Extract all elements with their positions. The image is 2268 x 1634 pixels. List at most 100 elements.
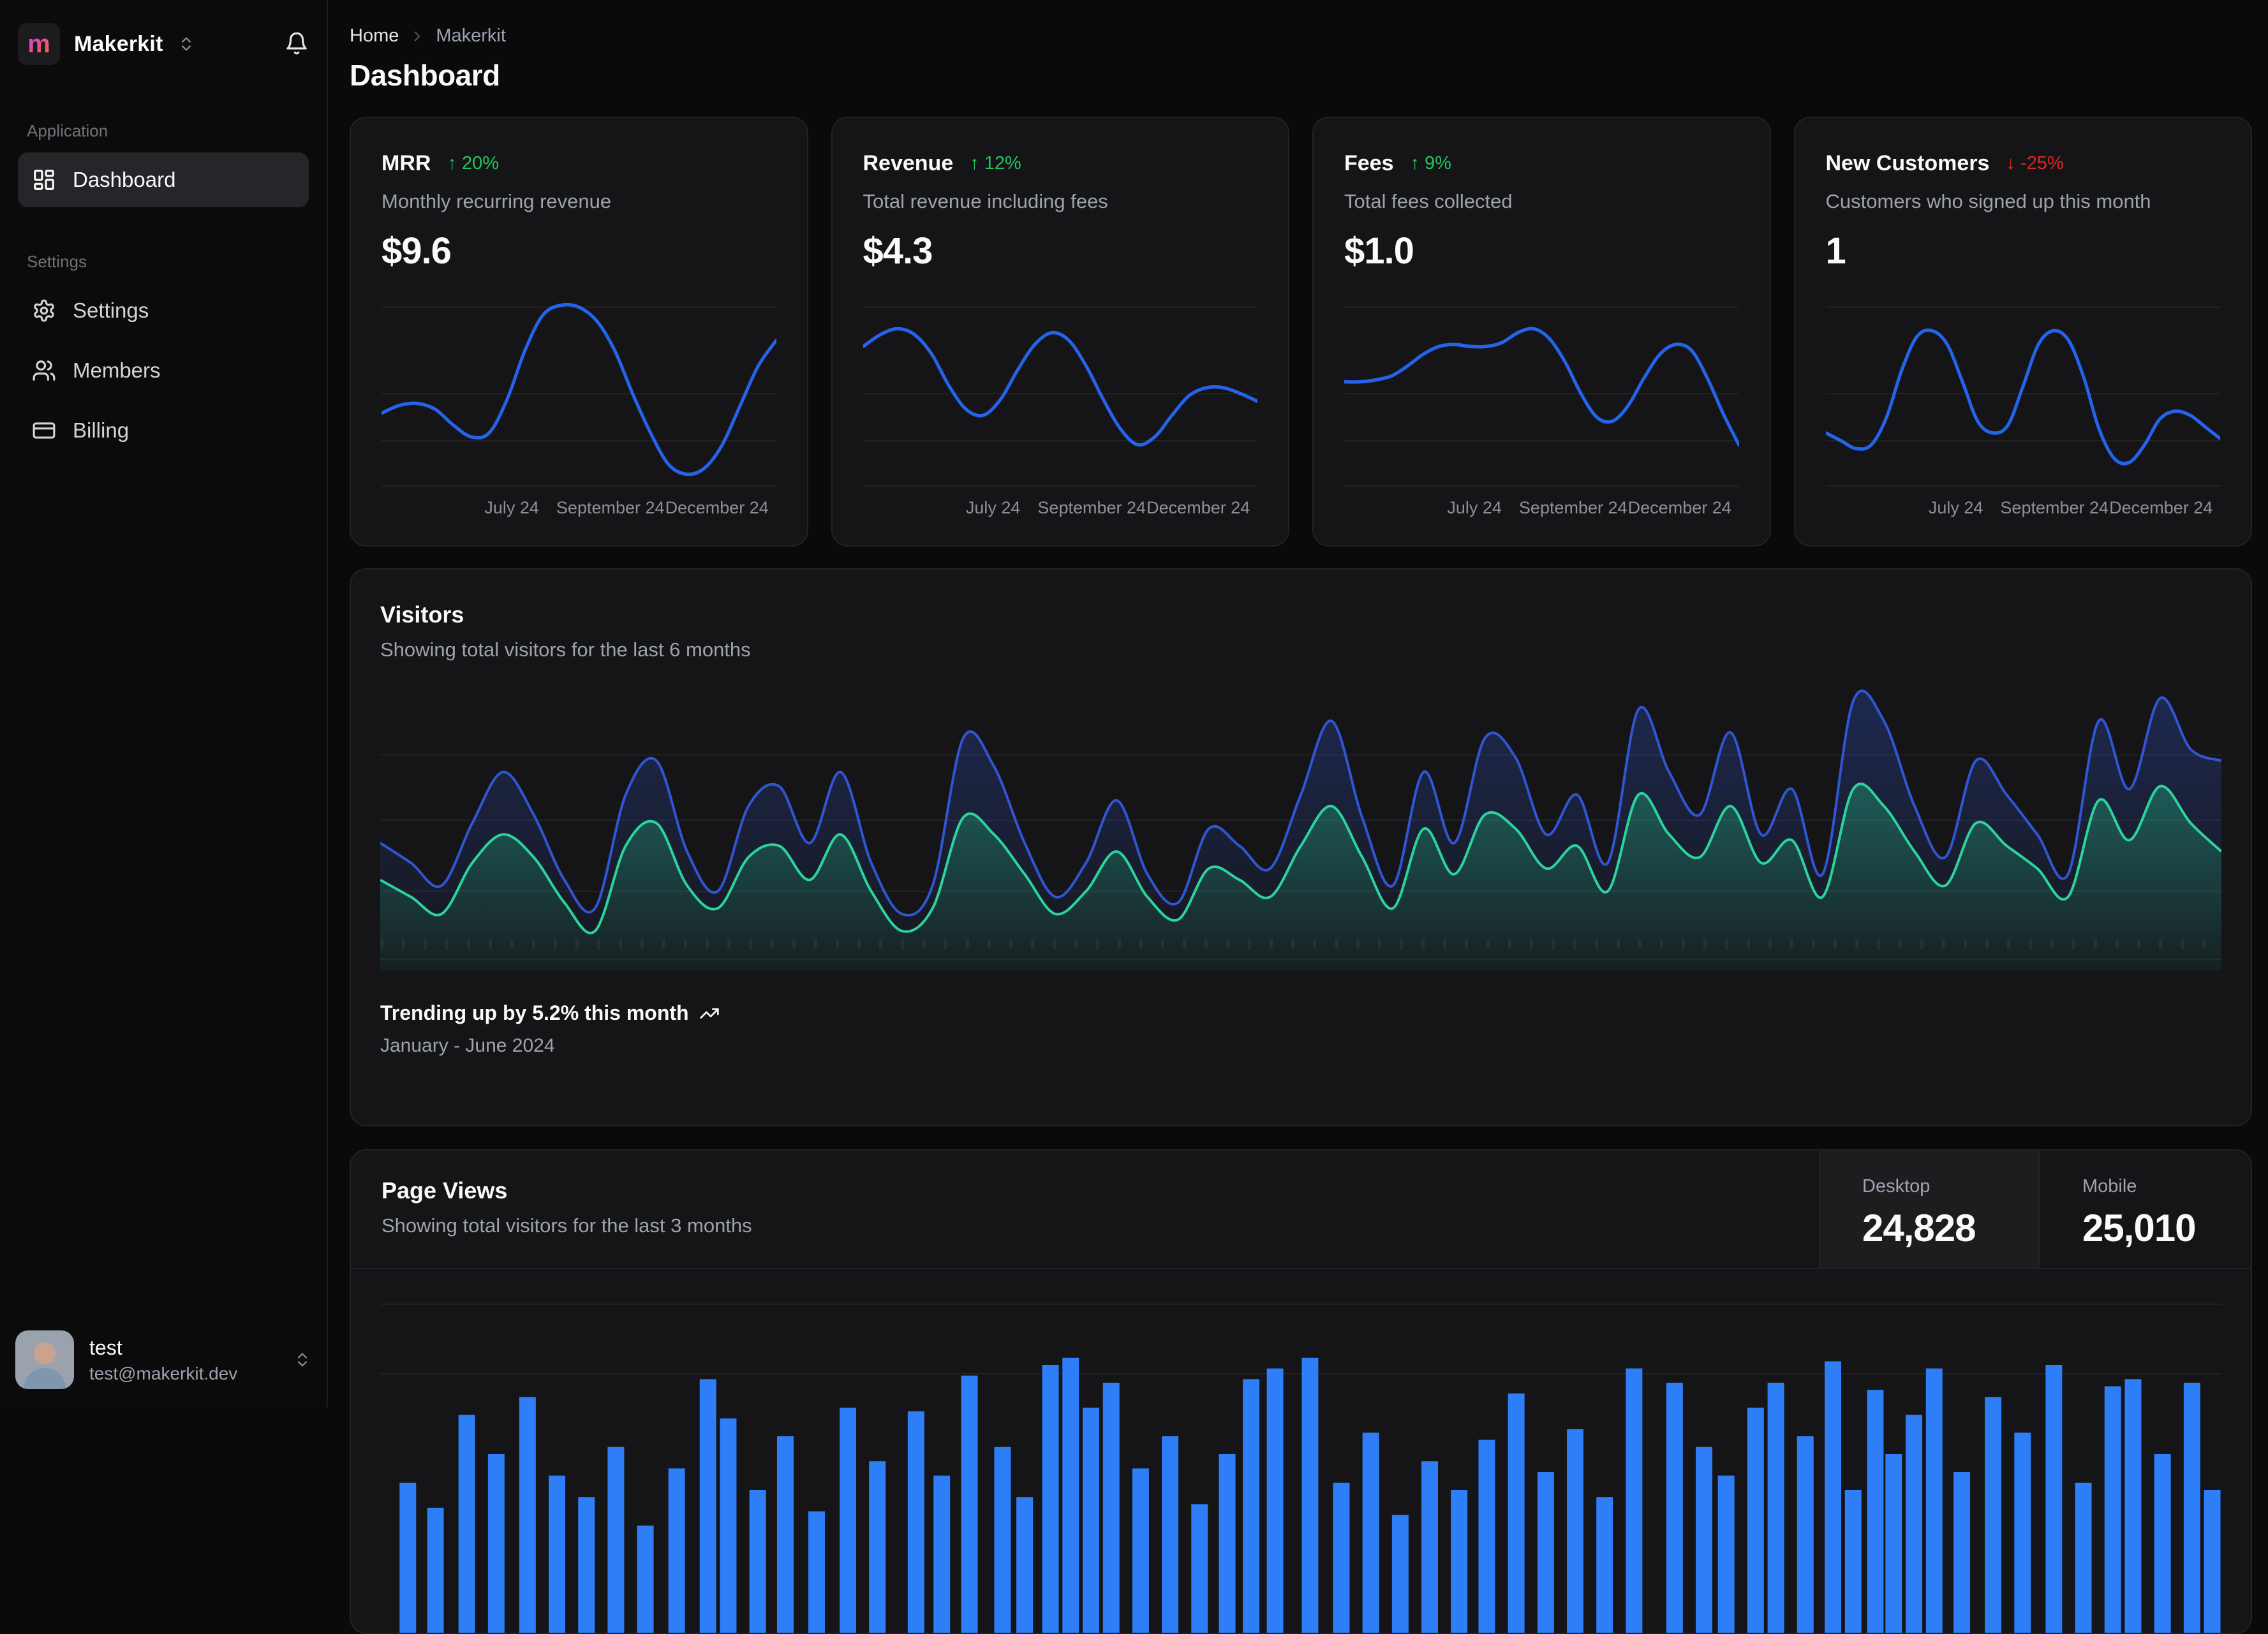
stat-delta-badge: ↑ 12% <box>970 153 1021 174</box>
workspace-selector[interactable]: m Makerkit <box>18 23 195 65</box>
sidebar-item-label: Members <box>73 358 161 383</box>
sidebar-item-billing[interactable]: Billing <box>18 403 309 458</box>
x-tick: December 24 <box>1628 498 1731 518</box>
users-icon <box>32 358 56 383</box>
toggle-label: Desktop <box>1862 1176 2039 1197</box>
x-axis-labels: July 24 September 24 December 24 <box>1344 498 1739 527</box>
stat-card-subtitle: Total fees collected <box>1344 190 1739 213</box>
sidebar-item-dashboard[interactable]: Dashboard <box>18 152 309 207</box>
sidebar-section-settings: Settings Settings Members Billing <box>18 252 309 458</box>
stat-card-new-customers: New Customers ↓ -25% Customers who signe… <box>1794 117 2253 547</box>
stat-delta-badge: ↑ 20% <box>447 153 499 174</box>
credit-card-icon <box>32 418 56 443</box>
stat-card-subtitle: Customers who signed up this month <box>1826 190 2221 213</box>
x-axis-labels: July 24 September 24 December 24 <box>1826 498 2221 527</box>
visitors-area-chart <box>380 687 2221 971</box>
x-axis-labels: July 24 September 24 December 24 <box>863 498 1258 527</box>
dashboard-icon <box>32 168 56 192</box>
toggle-label: Mobile <box>2082 1176 2251 1197</box>
stat-delta-value: -25% <box>2020 153 2064 174</box>
stat-delta-badge: ↓ -25% <box>2006 153 2063 174</box>
x-tick: July 24 <box>1929 498 1983 518</box>
main-content: Home Makerkit Dashboard MRR ↑ 20% Monthl… <box>329 0 2268 1407</box>
sidebar-item-label: Dashboard <box>73 168 175 192</box>
x-tick: December 24 <box>1146 498 1250 518</box>
stat-card-value: $4.3 <box>863 230 1258 272</box>
workspace-name: Makerkit <box>74 32 163 57</box>
visitors-footer: Trending up by 5.2% this month <box>380 1001 2221 1025</box>
app-logo-letter: m <box>27 31 50 57</box>
x-tick: September 24 <box>1037 498 1146 518</box>
stat-delta-value: 12% <box>984 153 1021 174</box>
arrow-down-icon: ↓ <box>2006 153 2015 174</box>
visitors-subtitle: Showing total visitors for the last 6 mo… <box>380 638 2221 661</box>
section-label-settings: Settings <box>27 252 309 272</box>
section-label-application: Application <box>27 121 309 141</box>
trending-up-icon <box>699 1003 720 1024</box>
stat-delta-value: 9% <box>1425 153 1451 174</box>
new-customers-sparkline-chart <box>1826 291 2221 488</box>
stat-card-value: 1 <box>1826 230 2221 272</box>
page-views-subtitle: Showing total visitors for the last 3 mo… <box>382 1214 1788 1237</box>
revenue-sparkline-chart <box>863 291 1258 488</box>
page-views-bar-chart <box>380 1276 2221 1633</box>
x-tick: December 24 <box>665 498 769 518</box>
stat-card-fees: Fees ↑ 9% Total fees collected $1.0 July… <box>1312 117 1771 547</box>
user-email: test@makerkit.dev <box>89 1364 237 1384</box>
page-views-panel: Page Views Showing total visitors for th… <box>350 1149 2252 1634</box>
arrow-up-icon: ↑ <box>1411 153 1420 174</box>
visitors-panel: Visitors Showing total visitors for the … <box>350 568 2252 1126</box>
stat-card-revenue: Revenue ↑ 12% Total revenue including fe… <box>831 117 1290 547</box>
stat-card-title: New Customers <box>1826 151 1990 176</box>
sidebar-header: m Makerkit <box>18 23 309 65</box>
x-tick: July 24 <box>966 498 1021 518</box>
fees-sparkline-chart <box>1344 291 1739 488</box>
stat-card-subtitle: Monthly recurring revenue <box>382 190 776 213</box>
trend-text: Trending up by 5.2% this month <box>380 1001 689 1025</box>
x-axis-labels: July 24 September 24 December 24 <box>382 498 776 527</box>
sidebar-section-application: Application Dashboard <box>18 121 309 207</box>
toggle-value: 25,010 <box>2082 1206 2251 1250</box>
page-views-header: Page Views Showing total visitors for th… <box>351 1151 2251 1269</box>
x-axis-ticks <box>380 939 2221 949</box>
notifications-button[interactable] <box>285 31 309 57</box>
avatar <box>15 1330 74 1389</box>
breadcrumb-home[interactable]: Home <box>350 26 399 47</box>
visitors-date-range: January - June 2024 <box>380 1035 2221 1057</box>
sidebar-item-members[interactable]: Members <box>18 343 309 398</box>
stat-card-title: MRR <box>382 151 431 176</box>
x-tick: September 24 <box>556 498 665 518</box>
stat-delta-badge: ↑ 9% <box>1411 153 1451 174</box>
user-name: test <box>89 1336 237 1360</box>
toggle-mobile[interactable]: Mobile 25,010 <box>2039 1151 2251 1268</box>
page-views-toggles: Desktop 24,828 Mobile 25,010 <box>1819 1151 2251 1268</box>
x-tick: July 24 <box>484 498 539 518</box>
x-tick: September 24 <box>2000 498 2109 518</box>
sidebar: m Makerkit Application Dashboard Setting… <box>0 0 328 1407</box>
x-tick: July 24 <box>1447 498 1502 518</box>
stat-card-title: Fees <box>1344 151 1394 176</box>
gear-icon <box>32 298 56 323</box>
page-views-title: Page Views <box>382 1177 1788 1204</box>
stat-delta-value: 20% <box>462 153 499 174</box>
user-menu[interactable]: test test@makerkit.dev <box>15 1330 311 1389</box>
app-logo: m <box>18 23 60 65</box>
toggle-value: 24,828 <box>1862 1206 2039 1250</box>
stat-card-value: $9.6 <box>382 230 776 272</box>
sidebar-item-settings[interactable]: Settings <box>18 283 309 338</box>
bell-icon <box>285 31 309 55</box>
sidebar-item-label: Billing <box>73 418 129 443</box>
visitors-title: Visitors <box>380 601 2221 628</box>
arrow-up-icon: ↑ <box>970 153 979 174</box>
x-tick: December 24 <box>2109 498 2212 518</box>
sidebar-item-label: Settings <box>73 298 149 323</box>
breadcrumb-current: Makerkit <box>436 26 506 47</box>
arrow-up-icon: ↑ <box>447 153 457 174</box>
stat-card-value: $1.0 <box>1344 230 1739 272</box>
x-tick: September 24 <box>1519 498 1627 518</box>
breadcrumb: Home Makerkit <box>350 26 2252 47</box>
chevron-right-icon <box>409 28 426 45</box>
toggle-desktop[interactable]: Desktop 24,828 <box>1819 1151 2039 1268</box>
stat-cards-row: MRR ↑ 20% Monthly recurring revenue $9.6… <box>350 117 2252 547</box>
mrr-sparkline-chart <box>382 291 776 488</box>
